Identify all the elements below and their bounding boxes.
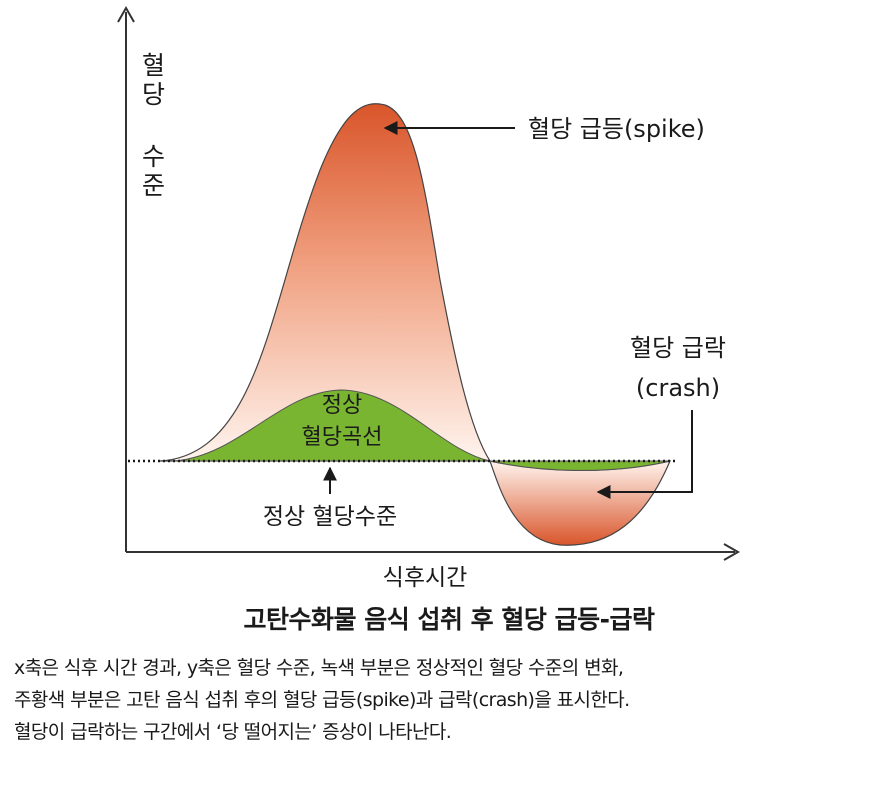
- x-axis-label: 식후시간: [383, 565, 468, 591]
- caption: 고탄수화물 음식 섭취 후 혈당 급등-급락 x축은 식후 시간 경과, y축은…: [14, 600, 884, 748]
- y-axis-arrow-icon: [117, 5, 135, 23]
- crash-label-line1: 혈당 급락: [630, 334, 726, 362]
- caption-title: 고탄수화물 음식 섭취 후 혈당 급등-급락: [243, 605, 655, 634]
- spike-label: 혈당 급등(spike): [528, 115, 705, 143]
- y-axis-label: 혈당 수준: [138, 52, 167, 201]
- normal-curve-label-line2: 혈당곡선: [302, 425, 383, 450]
- crash-label-line2: (crash): [636, 374, 720, 402]
- crash-arrow-line: [596, 410, 693, 499]
- caption-line-2: 주황색 부분은 고탄 음식 섭취 후의 혈당 급등(spike)과 급락(cra…: [14, 689, 630, 711]
- normal-curve-label-line1: 정상: [322, 393, 362, 418]
- caption-line-3: 혈당이 급락하는 구간에서 ‘당 떨어지는’ 증상이 나타난다.: [14, 721, 452, 743]
- spike-area: [159, 103, 492, 462]
- normal-curve-dip: [489, 460, 671, 471]
- normal-level-label: 정상 혈당수준: [263, 504, 397, 530]
- x-axis-arrow-icon: [723, 543, 741, 561]
- crash-area: [489, 460, 672, 546]
- blood-sugar-diagram: 혈당 수준 식후시간 혈당 급등(spike) 혈당 급락 (crash) 정상…: [117, 5, 741, 591]
- caption-line-1: x축은 식후 시간 경과, y축은 혈당 수준, 녹색 부분은 정상적인 혈당 …: [14, 657, 624, 679]
- normal-curve-area: [174, 389, 491, 462]
